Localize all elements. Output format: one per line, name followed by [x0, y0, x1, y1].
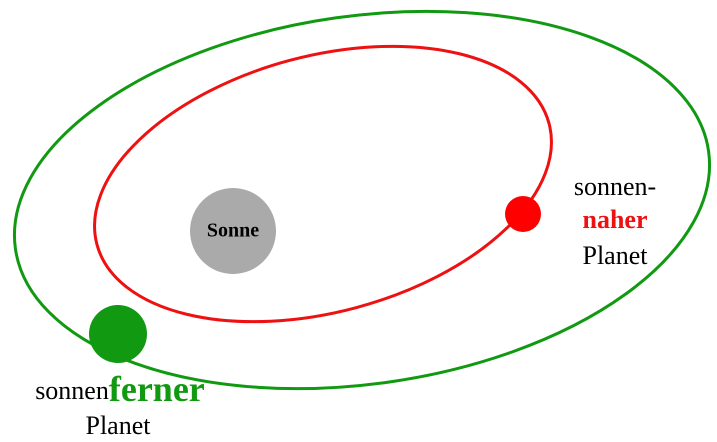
far-planet-label: sonnenferner — [35, 369, 205, 409]
far-planet-suffix: Planet — [86, 411, 152, 440]
far-planet-prefix: sonnen — [35, 376, 109, 405]
far-planet — [89, 305, 147, 363]
sun-label: Sonne — [207, 220, 259, 242]
inner-orbit — [64, 0, 582, 368]
near-planet — [505, 196, 541, 232]
near-planet-emphasis: naher — [583, 205, 648, 234]
diagram: Sonne sonnen- naher Planet sonnenferner … — [0, 0, 717, 442]
near-planet-suffix: Planet — [583, 241, 649, 270]
far-planet-emphasis: ferner — [109, 369, 205, 409]
near-planet-prefix: sonnen- — [574, 172, 656, 201]
